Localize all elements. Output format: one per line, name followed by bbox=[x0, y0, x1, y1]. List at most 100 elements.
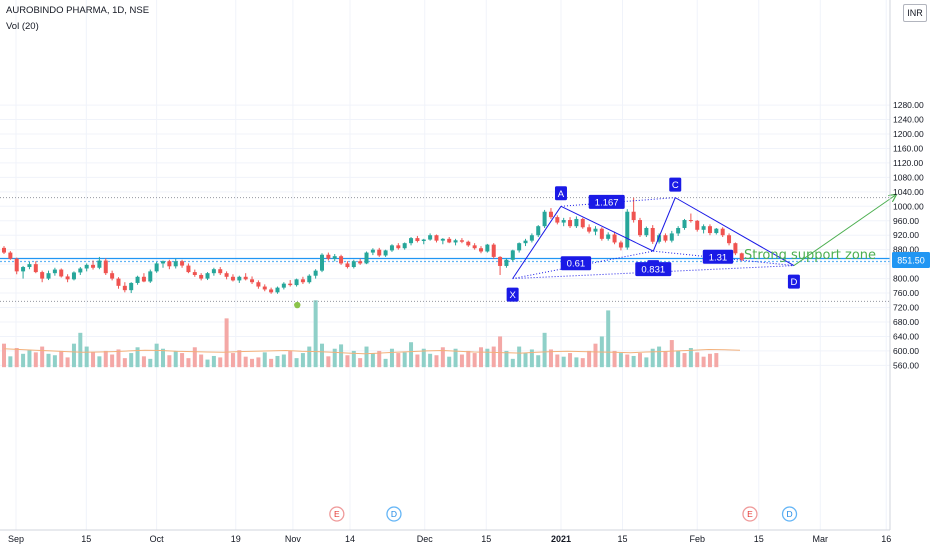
time-tick-label: 15 bbox=[618, 534, 628, 544]
candle-body bbox=[243, 276, 248, 280]
candle-body bbox=[129, 282, 134, 291]
event-marker-label[interactable]: D bbox=[391, 509, 397, 519]
candle-body bbox=[529, 235, 534, 241]
pattern-point-badge-c[interactable] bbox=[669, 177, 682, 192]
candle-body bbox=[40, 272, 45, 279]
volume-bar bbox=[339, 344, 344, 368]
time-tick-label: 19 bbox=[231, 534, 241, 544]
pattern-point-label-x[interactable]: X bbox=[509, 290, 516, 301]
volume-bar bbox=[91, 352, 96, 368]
candle-body bbox=[27, 264, 32, 268]
currency-badge[interactable]: INR bbox=[903, 4, 927, 22]
candle-body bbox=[141, 276, 146, 282]
volume-bar bbox=[536, 355, 541, 368]
candle-body bbox=[587, 227, 592, 232]
volume-ma-line bbox=[3, 348, 741, 355]
candle-body bbox=[21, 267, 26, 272]
time-tick-label: Feb bbox=[689, 534, 705, 544]
volume-bar bbox=[27, 350, 32, 368]
volume-bar bbox=[180, 353, 185, 368]
volume-bar bbox=[517, 346, 522, 368]
volume-bar bbox=[682, 353, 687, 368]
candle-body bbox=[154, 263, 159, 272]
earnings-marker[interactable] bbox=[742, 506, 758, 522]
ratio-badge[interactable] bbox=[702, 249, 734, 264]
candle-body bbox=[606, 234, 611, 239]
volume-bar bbox=[402, 352, 407, 368]
time-tick-label: 15 bbox=[754, 534, 764, 544]
volume-bar bbox=[65, 357, 70, 368]
candle-body bbox=[313, 270, 318, 276]
candle-body bbox=[593, 228, 598, 232]
candle-body bbox=[466, 241, 471, 246]
volume-bar bbox=[110, 354, 115, 368]
time-tick-label: 16 bbox=[881, 534, 891, 544]
dividend-marker[interactable] bbox=[781, 506, 798, 522]
ratio-badge[interactable] bbox=[560, 256, 592, 271]
volume-bar bbox=[485, 348, 490, 368]
volume-bar bbox=[351, 350, 356, 368]
ratio-label[interactable]: 1.167 bbox=[595, 197, 619, 208]
ratio-label[interactable]: 1.31 bbox=[709, 252, 728, 263]
time-tick-label: 15 bbox=[481, 534, 491, 544]
time-tick-label: Sep bbox=[8, 534, 24, 544]
ratio-label[interactable]: 0.831 bbox=[641, 265, 665, 276]
volume-bar bbox=[644, 357, 649, 368]
price-tick-label: 1040.00 bbox=[893, 187, 924, 197]
pattern-point-badge-d[interactable] bbox=[787, 274, 800, 289]
volume-bar bbox=[472, 353, 477, 368]
volume-bar bbox=[148, 358, 153, 368]
candle-body bbox=[33, 264, 38, 273]
candle-body bbox=[97, 260, 102, 268]
price-tick-label: 720.00 bbox=[893, 303, 919, 313]
volume-bar bbox=[332, 348, 337, 368]
candle-body bbox=[517, 243, 522, 251]
volume-bar bbox=[97, 356, 102, 368]
last-price-label[interactable]: 851.50 bbox=[897, 255, 925, 265]
earnings-marker[interactable] bbox=[329, 506, 345, 522]
ratio-badge[interactable] bbox=[635, 262, 672, 277]
candle-body bbox=[428, 235, 433, 240]
volume-bar bbox=[230, 353, 235, 368]
pattern-point-badge-a[interactable] bbox=[554, 186, 567, 201]
price-tick-label: 640.00 bbox=[893, 331, 919, 341]
candle-body bbox=[103, 260, 108, 274]
volume-bar bbox=[587, 350, 592, 368]
candle-body bbox=[364, 252, 369, 264]
event-marker-label[interactable]: E bbox=[747, 509, 753, 519]
candle-body bbox=[676, 227, 681, 234]
volume-bar bbox=[377, 350, 382, 368]
candle-body bbox=[389, 245, 394, 251]
last-price-tag[interactable] bbox=[892, 251, 930, 268]
price-tick-label: 600.00 bbox=[893, 346, 919, 356]
volume-indicator-label[interactable]: Vol (20) bbox=[6, 21, 39, 32]
candle-body bbox=[167, 261, 172, 267]
event-marker-label[interactable]: E bbox=[334, 509, 340, 519]
event-marker-label[interactable]: D bbox=[786, 509, 792, 519]
dividend-marker[interactable] bbox=[386, 506, 402, 522]
candle-body bbox=[326, 254, 331, 259]
support-zone-annotation[interactable]: Strong support zone bbox=[744, 248, 876, 263]
ratio-line-bd bbox=[653, 250, 794, 267]
pattern-point-label-c[interactable]: C bbox=[672, 180, 679, 191]
candle-body bbox=[485, 244, 490, 252]
ratio-label[interactable]: 0.61 bbox=[567, 259, 586, 270]
volume-bar bbox=[173, 350, 178, 368]
price-tick-label: 1000.00 bbox=[893, 201, 924, 211]
ratio-badge[interactable] bbox=[588, 194, 625, 209]
pattern-point-label-d[interactable]: D bbox=[790, 277, 797, 288]
volume-bar bbox=[370, 353, 375, 368]
pattern-point-badge-x[interactable] bbox=[506, 287, 519, 302]
volume-bars bbox=[2, 300, 741, 368]
pattern-point-label-a[interactable]: A bbox=[558, 189, 565, 200]
candle-body bbox=[682, 220, 687, 228]
volume-bar bbox=[237, 350, 242, 368]
leg-cd bbox=[675, 197, 795, 267]
candle-body bbox=[180, 261, 185, 266]
candle-body bbox=[345, 263, 350, 268]
volume-bar bbox=[415, 354, 420, 368]
candle-body bbox=[192, 272, 197, 275]
